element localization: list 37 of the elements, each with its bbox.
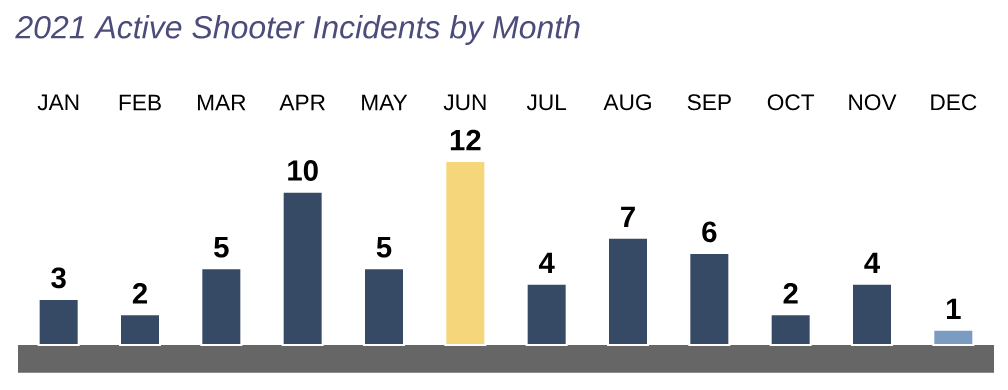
data-label: 2 [132,283,147,304]
bar [119,313,161,346]
data-label: 12 [450,129,481,151]
data-label: 1 [947,298,961,319]
data-label: 7 [621,206,635,227]
chart-title: 2021 Active Shooter Incidents by Month [15,15,580,45]
x-tick-label: JAN [37,94,79,111]
x-tick-label: MAR [198,94,246,111]
bar [281,190,324,346]
data-label: 5 [376,237,392,258]
bar [200,267,243,346]
bar [769,313,812,346]
bar [851,282,893,346]
data-label: 5 [214,237,229,258]
x-tick-label: OCT [767,94,815,111]
x-tick-label: AUG [603,94,651,111]
data-label: 4 [538,252,555,273]
x-tick-label: DEC [931,94,977,111]
bar [607,236,650,346]
data-label: 3 [51,267,66,289]
data-label: 10 [288,160,318,181]
x-tick-label: JUL [526,94,567,111]
x-tick-label: APR [279,94,325,111]
x-tick-label: FEB [119,94,161,111]
bar [688,252,731,346]
data-label: 2 [783,283,798,304]
x-tick-label: MAY [362,94,408,111]
x-tick-label: NOV [849,94,897,111]
x-tick-label: JUN [443,94,486,111]
x-tick-label: SEP [687,94,731,111]
bar [363,267,405,346]
data-label: 6 [702,221,717,243]
data-label: 4 [864,252,881,273]
bar [525,282,568,346]
bar [932,328,975,346]
bar [444,160,487,346]
bar [37,298,80,346]
